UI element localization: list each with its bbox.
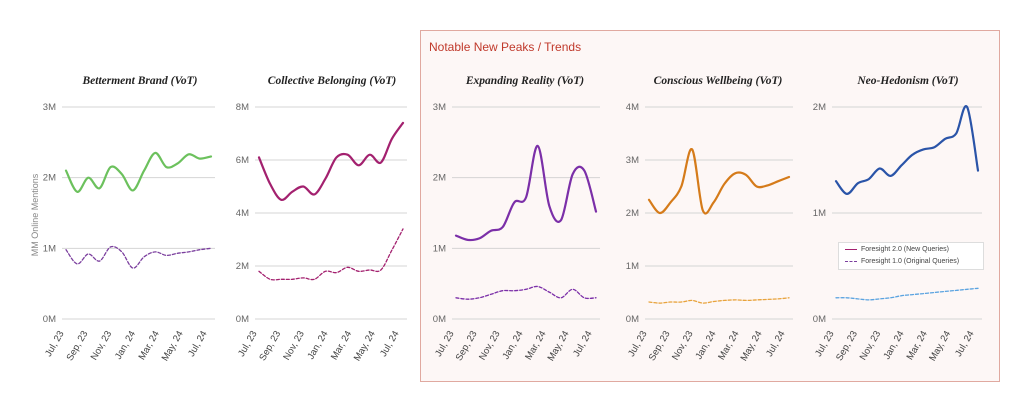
x-tick-label: Jul, 23 bbox=[236, 329, 260, 359]
x-tick-label: Nov, 23 bbox=[89, 329, 115, 362]
x-tick-label: Jan, 24 bbox=[113, 329, 138, 361]
x-tick-label: Nov, 23 bbox=[670, 329, 696, 362]
legend-swatch-solid bbox=[845, 249, 857, 250]
x-tick-label: Sep, 23 bbox=[257, 329, 283, 363]
notable-trends-panel bbox=[420, 30, 1000, 382]
y-tick-label: 6M bbox=[236, 155, 249, 166]
x-tick-label: Nov, 23 bbox=[858, 329, 884, 362]
series-line-foresight-1 bbox=[258, 228, 404, 281]
y-tick-label: 2M bbox=[626, 208, 639, 219]
y-tick-label: 1M bbox=[813, 208, 826, 219]
chart-title: Collective Belonging (VoT) bbox=[268, 75, 397, 87]
x-tick-label: Jul, 24 bbox=[378, 329, 402, 359]
y-tick-label: 2M bbox=[43, 173, 56, 184]
chart-2: Collective Belonging (VoT) 0M 2M 4M 6M 8M Jul,… bbox=[236, 75, 407, 363]
x-tick-label: Jul, 23 bbox=[433, 329, 457, 359]
x-tick-label: Jul, 23 bbox=[43, 329, 67, 359]
x-tick-label: May, 24 bbox=[546, 329, 572, 363]
series-line-foresight-1 bbox=[835, 287, 979, 301]
chart-title: Conscious Wellbeing (VoT) bbox=[654, 75, 783, 87]
y-tick-label: 2M bbox=[236, 261, 249, 272]
x-tick-label: Jul, 24 bbox=[186, 329, 210, 359]
series-line-foresight-2 bbox=[454, 144, 598, 242]
chart-title: Neo-Hedonism (VoT) bbox=[856, 75, 958, 87]
x-tick-label: May, 24 bbox=[927, 329, 953, 363]
x-tick-label: Mar, 24 bbox=[905, 329, 930, 362]
x-tick-label: Sep, 23 bbox=[647, 329, 673, 363]
x-tick-label: Jul, 24 bbox=[953, 329, 977, 359]
chart-3: Expanding Reality (VoT) 0M 1M 2M 3M Jul, 23Se… bbox=[433, 75, 600, 363]
x-tick-label: Jan, 24 bbox=[305, 329, 330, 361]
x-tick-label: Jul, 23 bbox=[813, 329, 837, 359]
legend-item-new: Foresight 2.0 (New Queries) bbox=[845, 246, 949, 253]
x-tick-label: Jul, 23 bbox=[626, 329, 650, 359]
legend-item-old: Foresight 1.0 (Original Queries) bbox=[845, 258, 959, 265]
legend-swatch-dashed bbox=[845, 261, 857, 262]
x-tick-label: Jul, 24 bbox=[764, 329, 788, 359]
y-tick-label: 0M bbox=[236, 314, 249, 325]
chart-title: Betterment Brand (VoT) bbox=[81, 75, 197, 87]
series-line-foresight-1 bbox=[455, 285, 597, 300]
x-tick-label: Nov, 23 bbox=[281, 329, 307, 362]
series-line-foresight-2 bbox=[257, 121, 405, 202]
y-tick-label: 1M bbox=[433, 243, 446, 254]
x-tick-label: Jul, 24 bbox=[571, 329, 595, 359]
y-tick-label: 8M bbox=[236, 102, 249, 113]
y-tick-label: 3M bbox=[43, 102, 56, 113]
series-line-foresight-2 bbox=[834, 105, 980, 195]
y-tick-label: 2M bbox=[813, 102, 826, 113]
y-tick-label: 2M bbox=[433, 173, 446, 184]
series-line-foresight-1 bbox=[65, 245, 212, 269]
x-tick-label: Sep, 23 bbox=[454, 329, 480, 363]
y-tick-label: 3M bbox=[433, 102, 446, 113]
legend-label-old: Foresight 1.0 (Original Queries) bbox=[861, 258, 960, 265]
y-tick-label: 0M bbox=[813, 314, 826, 325]
panel-title: Notable New Peaks / Trends bbox=[429, 40, 582, 54]
x-tick-label: May, 24 bbox=[160, 329, 186, 363]
x-tick-label: Jan, 24 bbox=[693, 329, 718, 361]
x-tick-label: May, 24 bbox=[739, 329, 765, 363]
x-tick-label: Nov, 23 bbox=[477, 329, 503, 362]
legend: Foresight 2.0 (New Queries) Foresight 1.… bbox=[838, 242, 984, 270]
y-tick-label: 1M bbox=[626, 261, 639, 272]
x-tick-label: May, 24 bbox=[352, 329, 378, 363]
y-tick-label: 4M bbox=[236, 208, 249, 219]
y-tick-label: 0M bbox=[626, 314, 639, 325]
series-line-foresight-1 bbox=[648, 297, 790, 304]
series-line-foresight-2 bbox=[64, 151, 213, 193]
x-tick-label: Jan, 24 bbox=[881, 329, 906, 361]
x-tick-label: Sep, 23 bbox=[834, 329, 860, 363]
x-tick-label: Mar, 24 bbox=[329, 329, 354, 362]
legend-label-new: Foresight 2.0 (New Queries) bbox=[861, 246, 949, 253]
y-tick-label: 0M bbox=[433, 314, 446, 325]
chart-title: Expanding Reality (VoT) bbox=[465, 75, 584, 87]
y-tick-label: 4M bbox=[626, 102, 639, 113]
x-tick-label: Sep, 23 bbox=[65, 329, 91, 363]
y-tick-label: 3M bbox=[626, 155, 639, 166]
chart-1: Betterment Brand (VoT) 0M 1M 2M 3M Jul, 23Sep… bbox=[43, 75, 215, 363]
chart-4: Conscious Wellbeing (VoT) 0M 1M 2M 3M 4M Jul, … bbox=[626, 75, 793, 363]
y-axis-label: MM Online Mentions bbox=[30, 173, 40, 256]
x-tick-label: Mar, 24 bbox=[137, 329, 162, 362]
x-tick-label: Jan, 24 bbox=[500, 329, 525, 361]
y-tick-label: 1M bbox=[43, 243, 56, 254]
series-line-foresight-2 bbox=[647, 148, 791, 215]
y-tick-label: 0M bbox=[43, 314, 56, 325]
